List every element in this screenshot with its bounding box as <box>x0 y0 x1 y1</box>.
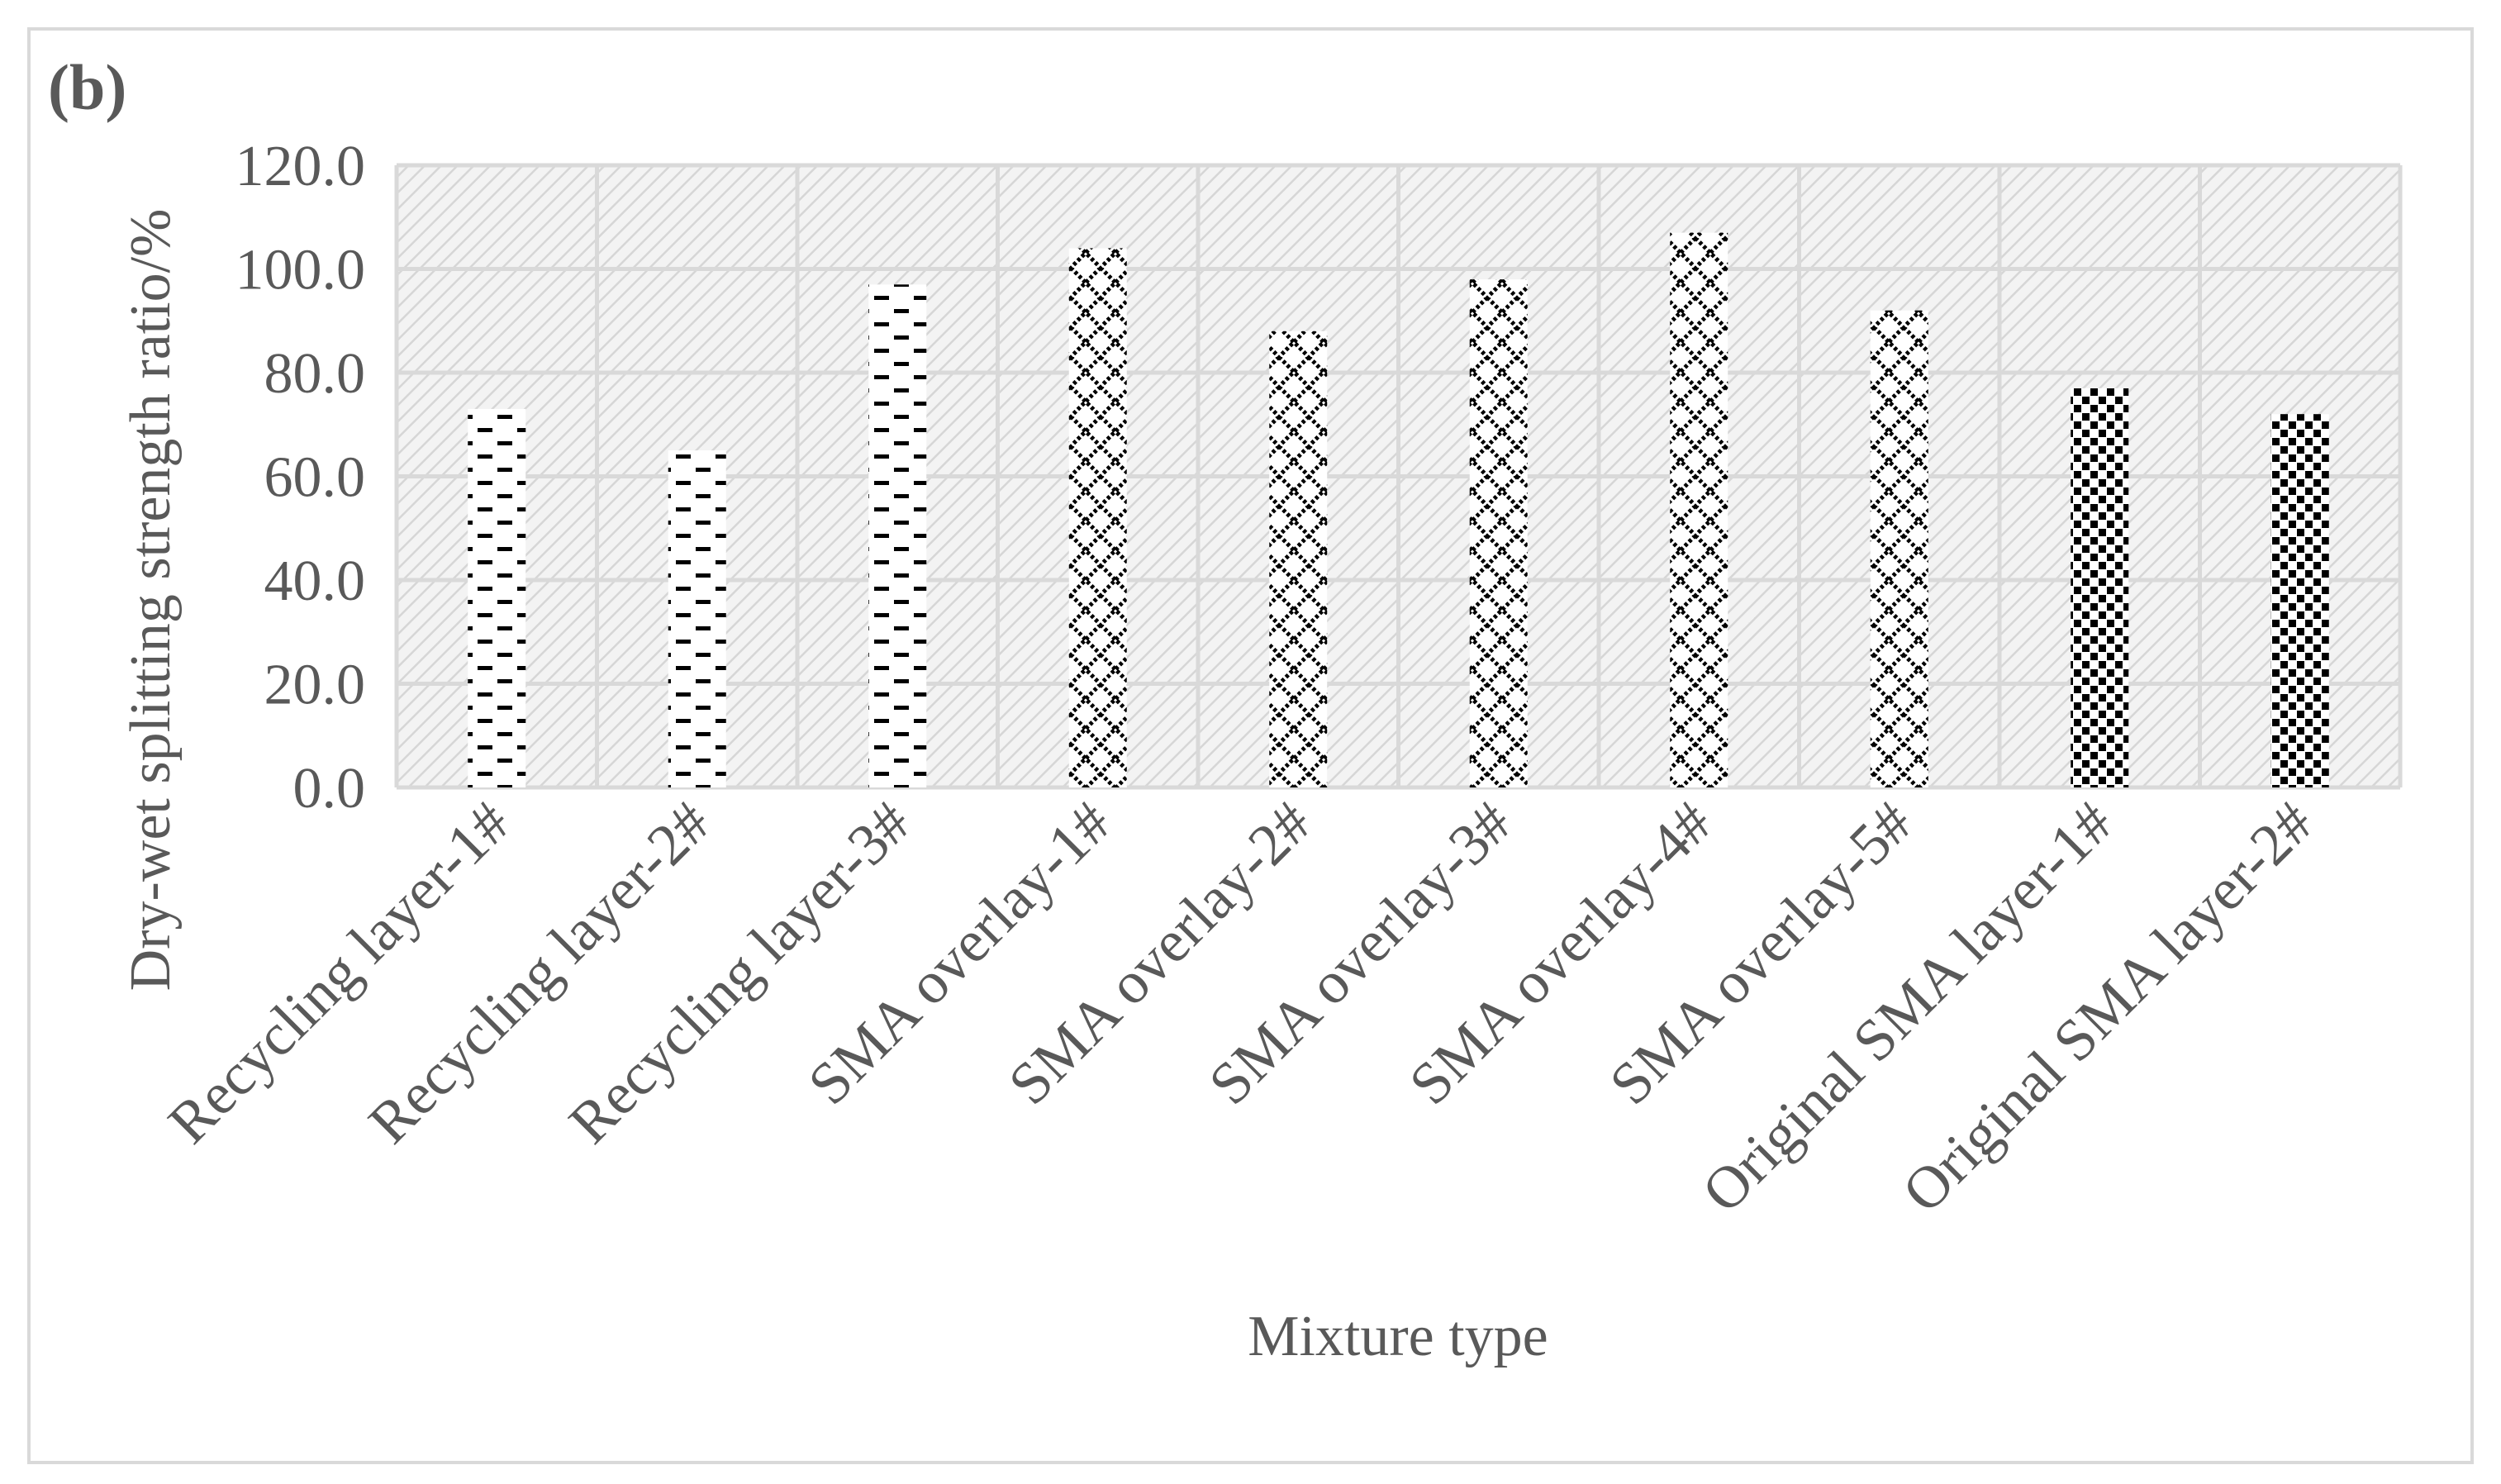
bar <box>868 284 927 787</box>
y-tick-label: 100.0 <box>235 239 366 302</box>
y-tick-label: 40.0 <box>264 549 366 613</box>
x-axis-title: Mixture type <box>1248 1305 1548 1368</box>
y-tick-label: 80.0 <box>264 342 366 406</box>
y-tick-label: 120.0 <box>235 135 366 198</box>
bar <box>2270 414 2329 787</box>
bar <box>1870 310 1928 787</box>
y-axis-title: Dry-wet splitting strength ratio/% <box>119 209 183 992</box>
bar <box>1269 331 1328 787</box>
bar <box>468 408 526 787</box>
y-tick-label: 20.0 <box>264 654 366 717</box>
panel-label: (b) <box>48 51 126 123</box>
y-tick-label: 60.0 <box>264 446 366 510</box>
bar <box>1670 232 1728 787</box>
y-tick-label: 0.0 <box>293 757 366 820</box>
bar <box>668 450 726 787</box>
bar <box>2071 388 2129 787</box>
bar <box>1068 248 1127 787</box>
bar <box>1469 279 1528 787</box>
